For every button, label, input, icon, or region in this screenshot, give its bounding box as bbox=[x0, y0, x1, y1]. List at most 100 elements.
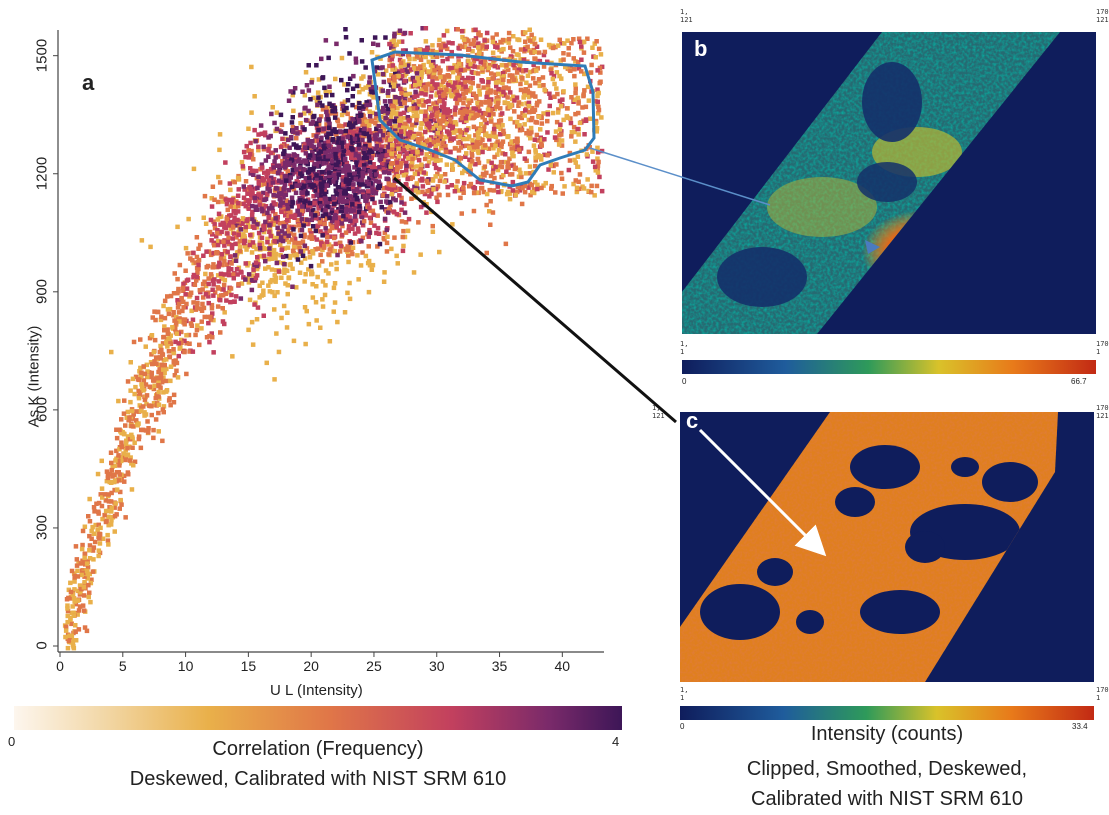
density-cell bbox=[516, 100, 522, 105]
density-cell bbox=[405, 228, 411, 234]
density-cell bbox=[191, 250, 196, 256]
density-cell bbox=[230, 197, 236, 202]
density-cell bbox=[572, 67, 577, 72]
density-cell bbox=[592, 41, 597, 46]
density-cell bbox=[518, 170, 523, 176]
map-c-corner-tl: 1, 121 bbox=[652, 404, 665, 420]
density-cell bbox=[89, 536, 94, 541]
density-cell bbox=[231, 258, 236, 263]
density-cell bbox=[416, 157, 422, 163]
density-cell bbox=[215, 199, 221, 205]
density-cell bbox=[490, 35, 495, 40]
density-cell bbox=[576, 66, 582, 71]
density-cell bbox=[284, 178, 289, 183]
density-cell bbox=[314, 192, 320, 197]
density-cell bbox=[65, 608, 71, 614]
density-cell bbox=[464, 112, 469, 118]
density-cell bbox=[516, 174, 522, 179]
density-cell bbox=[471, 59, 477, 64]
density-cell bbox=[589, 62, 594, 68]
density-cell bbox=[339, 101, 345, 107]
density-cell bbox=[358, 162, 363, 168]
density-cell bbox=[71, 571, 77, 576]
density-cell bbox=[441, 125, 446, 130]
density-cell bbox=[333, 129, 339, 135]
density-cell bbox=[197, 342, 202, 348]
density-cell bbox=[398, 111, 403, 116]
density-cell bbox=[106, 542, 111, 547]
density-cell bbox=[386, 89, 391, 94]
density-cell bbox=[366, 99, 372, 104]
density-cell bbox=[324, 230, 329, 236]
density-cell bbox=[478, 44, 483, 50]
density-cell bbox=[73, 601, 79, 607]
density-cell bbox=[373, 116, 379, 121]
density-cell bbox=[325, 157, 330, 162]
density-cell bbox=[390, 53, 395, 58]
density-cell bbox=[337, 228, 342, 233]
density-cell bbox=[573, 111, 578, 117]
density-cell bbox=[354, 133, 360, 139]
density-cell bbox=[511, 62, 516, 68]
density-cell bbox=[149, 370, 154, 376]
density-cell bbox=[264, 174, 269, 180]
density-cell bbox=[389, 114, 394, 119]
density-cell bbox=[426, 99, 431, 104]
density-cell bbox=[281, 303, 287, 309]
density-cell bbox=[427, 143, 432, 148]
density-cell bbox=[446, 82, 451, 88]
density-cell bbox=[343, 122, 348, 127]
density-cell bbox=[499, 141, 504, 146]
density-cell bbox=[291, 224, 297, 230]
density-cell bbox=[326, 55, 331, 61]
density-cell bbox=[370, 262, 376, 268]
density-cell bbox=[317, 200, 323, 206]
density-cell bbox=[557, 98, 563, 104]
density-cell bbox=[339, 112, 345, 118]
density-cell bbox=[407, 107, 412, 112]
density-cell bbox=[354, 190, 360, 195]
density-cell bbox=[252, 243, 257, 248]
density-cell bbox=[499, 144, 504, 150]
density-cell bbox=[596, 90, 601, 96]
density-cell bbox=[308, 97, 313, 102]
density-cell bbox=[316, 127, 321, 133]
density-cell bbox=[348, 135, 353, 141]
density-cell bbox=[463, 154, 468, 159]
density-cell bbox=[294, 183, 299, 188]
density-cell bbox=[472, 144, 477, 150]
density-cell bbox=[395, 261, 400, 266]
density-cell bbox=[524, 80, 529, 85]
density-cell bbox=[529, 32, 534, 38]
density-cell bbox=[598, 79, 603, 84]
density-cell bbox=[299, 227, 305, 233]
density-cell bbox=[222, 248, 228, 254]
density-cell bbox=[443, 43, 448, 48]
density-cell bbox=[583, 104, 589, 110]
density-cell bbox=[104, 469, 110, 474]
density-cell bbox=[454, 100, 460, 106]
density-cell bbox=[278, 144, 284, 150]
density-cell bbox=[357, 204, 362, 209]
density-cell bbox=[353, 139, 358, 144]
density-cell bbox=[351, 126, 357, 132]
density-cell bbox=[307, 178, 312, 184]
density-cell bbox=[320, 107, 326, 112]
density-cell bbox=[92, 539, 98, 545]
density-cell bbox=[352, 171, 357, 176]
density-cell bbox=[406, 156, 411, 161]
density-cell bbox=[234, 222, 239, 228]
density-cell bbox=[210, 287, 215, 292]
density-cell bbox=[532, 137, 538, 142]
density-cell bbox=[356, 277, 361, 282]
density-cell bbox=[353, 120, 358, 126]
density-cell bbox=[519, 201, 525, 207]
density-cell bbox=[304, 217, 310, 222]
density-cell bbox=[270, 180, 276, 185]
density-cell bbox=[325, 135, 330, 140]
density-cell bbox=[268, 150, 274, 156]
density-cell bbox=[106, 492, 111, 497]
density-cell bbox=[475, 104, 481, 110]
density-cell bbox=[421, 170, 427, 175]
density-cell bbox=[577, 172, 583, 177]
